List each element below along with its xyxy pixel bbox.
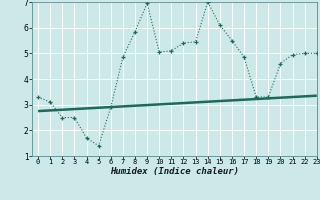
- X-axis label: Humidex (Indice chaleur): Humidex (Indice chaleur): [110, 167, 239, 176]
